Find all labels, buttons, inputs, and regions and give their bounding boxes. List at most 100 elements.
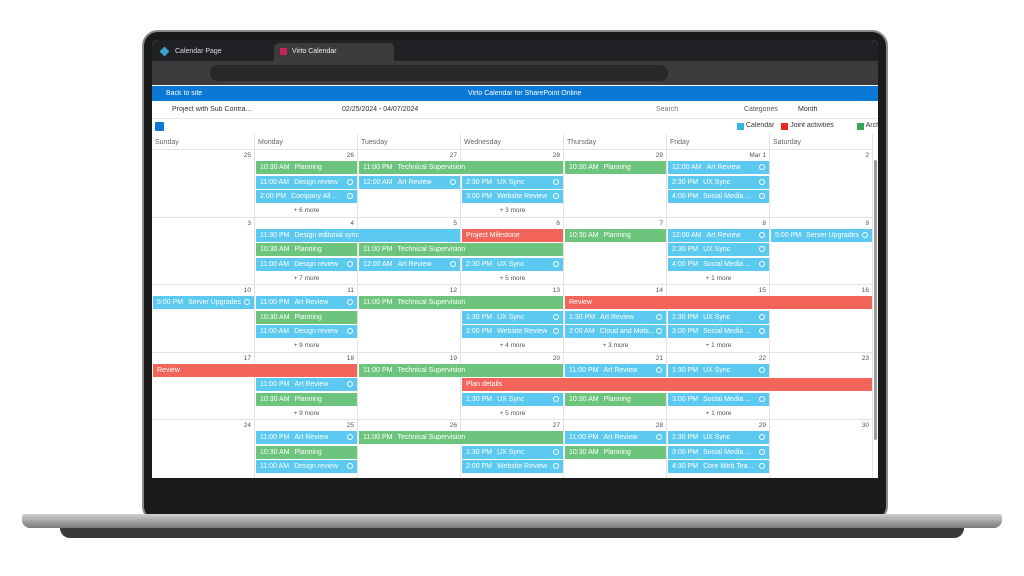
event[interactable]: 11:00 PM Art Review (565, 363, 666, 377)
event[interactable]: Review (153, 363, 357, 377)
day-cell[interactable]: 9 (770, 217, 873, 285)
categories[interactable]: Categories (744, 106, 778, 113)
day-cell[interactable]: Mar 1 (667, 150, 770, 218)
event[interactable]: 4:00 PM Social Media ... (668, 190, 769, 203)
event[interactable]: 3:00 PM Social Media ... (668, 445, 769, 459)
event[interactable]: 10:30 AM Planning (256, 445, 357, 459)
day-cell[interactable]: 19 (358, 352, 461, 420)
day-cell[interactable]: 30 (770, 420, 873, 478)
day-cell[interactable]: 26 (255, 150, 358, 218)
event[interactable]: 10:30 AM Planning (565, 445, 666, 459)
view-mode[interactable]: Month (798, 106, 818, 113)
day-cell[interactable]: 3 (152, 217, 255, 285)
more-link[interactable]: + 4 more (499, 342, 526, 349)
day-cell[interactable]: 23 (770, 352, 873, 420)
more-link[interactable]: + 6 more (293, 207, 320, 214)
event[interactable]: 1:30 PM UX Sync (462, 445, 563, 459)
event[interactable]: 3:00 PM Website Review (462, 190, 563, 203)
event[interactable]: 1:30 PM UX Sync (668, 363, 769, 377)
day-cell[interactable]: 2 (770, 150, 873, 218)
more-link[interactable]: + 5 more (499, 274, 526, 282)
more-link[interactable]: + 7 more (293, 274, 320, 282)
event[interactable]: 12:00 AM Art Review (668, 228, 769, 242)
day-cell[interactable]: 7 (564, 217, 667, 285)
date-range[interactable]: 02/25/2024 - 04/07/2024 (342, 106, 419, 113)
day-cell[interactable]: 26 (358, 420, 461, 478)
event[interactable]: 10:30 AM Planning (565, 392, 666, 406)
select-all[interactable] (155, 122, 164, 131)
event[interactable]: 10:30 AM Planning (256, 310, 357, 324)
event[interactable]: 12:00 AM Art Review (359, 175, 460, 189)
day-cell[interactable]: 27 (358, 150, 461, 218)
event[interactable]: 10:30 AM Planning (565, 228, 666, 242)
event[interactable]: 1:30 PM UX Sync (462, 392, 563, 406)
event[interactable]: 11:00 AM Design review (256, 460, 357, 473)
event[interactable]: 11:00 PM Technical Supervision (359, 431, 563, 444)
day-cell[interactable]: 16 (770, 285, 873, 353)
event[interactable]: 1:30 PM UX Sync (668, 310, 769, 324)
event[interactable]: 11:00 PM Technical Supervision (359, 296, 563, 309)
event[interactable]: 11:00 PM Art Review (256, 378, 357, 391)
event[interactable]: Plan details (462, 378, 872, 391)
more-link[interactable]: + 9 more (293, 342, 320, 349)
day-cell[interactable]: 4 (255, 217, 358, 285)
day-cell[interactable]: 29 (564, 150, 667, 218)
day-cell[interactable]: 15 (667, 285, 770, 353)
event[interactable]: 4:30 PM Core Web Tea... (668, 460, 769, 473)
event[interactable]: 2:00 AM Cloud and Mobi... (565, 325, 666, 338)
more-link[interactable]: + 1 more (705, 274, 732, 282)
day-cell[interactable]: 8 (667, 217, 770, 285)
day-cell[interactable]: 25 (152, 150, 255, 218)
day-cell[interactable]: 11 (255, 285, 358, 353)
more-link[interactable]: + 1 more (705, 409, 732, 417)
address-bar[interactable] (210, 65, 668, 81)
search[interactable]: Search (656, 106, 679, 113)
day-cell[interactable]: 25 (255, 420, 358, 478)
event[interactable]: 10:30 AM Planning (256, 243, 357, 256)
event[interactable]: 1:30 PM UX Sync (462, 310, 563, 324)
day-cell[interactable]: 29 (667, 420, 770, 478)
event[interactable]: 10:30 AM Planning (565, 161, 666, 174)
event[interactable]: 10:30 AM Planning (256, 392, 357, 406)
event[interactable]: 3:00 PM Social Media ... (668, 392, 769, 406)
view-selector[interactable]: Project with Sub Contra... (172, 106, 252, 113)
event[interactable]: Project Milestone (462, 228, 563, 242)
day-cell[interactable]: 28 (564, 420, 667, 478)
more-link[interactable]: + 3 more (602, 342, 629, 349)
more-link[interactable]: + 3 more (499, 207, 526, 214)
event[interactable]: 2:00 PM Company All ... (256, 190, 357, 203)
event[interactable]: 11:30 PM Design editorial sync (256, 228, 460, 242)
day-cell[interactable]: 24 (152, 420, 255, 478)
event[interactable]: 4:00 PM Social Media ... (668, 257, 769, 271)
event[interactable]: Review (565, 296, 872, 309)
day-cell[interactable]: 18 (255, 352, 358, 420)
event[interactable]: 2:30 PM UX Sync (462, 257, 563, 271)
event[interactable]: 2:30 PM UX Sync (668, 175, 769, 189)
event[interactable]: 5:00 PM Server Upgrades (771, 228, 872, 242)
event[interactable]: 11:00 PM Technical Supervision (359, 161, 563, 174)
event[interactable]: 11:00 PM Art Review (565, 431, 666, 444)
event[interactable]: 11:00 PM Art Review (256, 296, 357, 309)
event[interactable]: 3:00 PM Social Media ... (668, 325, 769, 338)
more-link[interactable]: + 1 more (705, 342, 732, 349)
event[interactable]: 11:00 PM Art Review (256, 431, 357, 444)
back-link[interactable]: Back to site (166, 90, 203, 97)
event[interactable]: 12:00 AM Art Review (359, 257, 460, 271)
event[interactable]: 11:00 AM Design review (256, 257, 357, 271)
day-cell[interactable]: 10 (152, 285, 255, 353)
event[interactable]: 2:00 PM Website Review (462, 325, 563, 338)
tab-active[interactable]: Virto Calendar (274, 43, 394, 61)
event[interactable]: 11:00 AM Design review (256, 175, 357, 189)
day-cell[interactable]: 13 (461, 285, 564, 353)
event[interactable]: 1:30 PM Art Review (565, 310, 666, 324)
event[interactable]: 2:00 PM Website Review (462, 460, 563, 473)
day-cell[interactable]: 27 (461, 420, 564, 478)
more-link[interactable]: + 9 more (293, 409, 320, 417)
day-cell[interactable]: 12 (358, 285, 461, 353)
event[interactable]: 1:30 PM UX Sync (668, 431, 769, 444)
event[interactable]: 2:30 PM UX Sync (668, 243, 769, 256)
day-cell[interactable]: 14 (564, 285, 667, 353)
more-link[interactable]: + 5 more (499, 409, 526, 417)
event[interactable]: 11:00 AM Design review (256, 325, 357, 338)
event[interactable]: 11:00 PM Technical Supervision (359, 363, 563, 377)
